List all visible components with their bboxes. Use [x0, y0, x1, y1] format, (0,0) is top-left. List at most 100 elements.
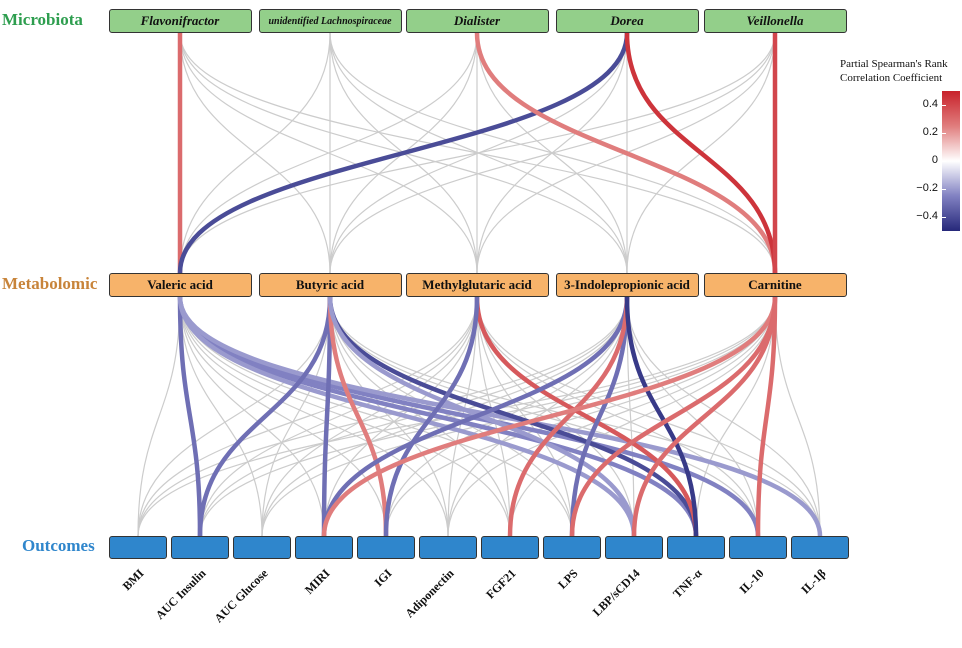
metabolite-node-4: Carnitine — [703, 273, 847, 297]
significant-link-metab-outcome-6 — [321, 296, 333, 537]
outcome-node-9 — [667, 536, 725, 559]
significant-link-metab-outcome-10 — [474, 296, 699, 537]
significant-link-metab-outcome-12 — [321, 296, 630, 537]
metabolite-node-0: Valeric acid — [108, 273, 252, 297]
neutral-link-metab-outcome — [179, 296, 511, 537]
microbiota-node-1-label: unidentified Lachnospiraceae — [268, 15, 392, 27]
significant-link-metab-outcome-18 — [631, 296, 778, 537]
legend-colorbar — [942, 91, 960, 231]
metabolite-node-2: Methylglutaric acid — [405, 273, 549, 297]
outcome-node-5 — [419, 536, 477, 559]
neutral-link-metab-outcome — [476, 296, 759, 537]
microbiota-node-2: Dialister — [405, 9, 549, 33]
significant-link-metab-outcome-17 — [569, 296, 778, 537]
neutral-link-metab-outcome — [626, 296, 759, 537]
significant-link-metab-outcome-7 — [327, 296, 389, 537]
outcome-node-2 — [233, 536, 291, 559]
legend-tick-mark-3 — [942, 189, 946, 190]
outcome-node-7 — [543, 536, 601, 559]
microbiota-node-4-label: Veillonella — [746, 13, 804, 28]
outcome-node-3 — [295, 536, 353, 559]
tier-label-outcomes: Outcomes — [22, 536, 95, 555]
neutral-link-metab-outcome — [329, 296, 573, 537]
legend-tick-mark-0 — [942, 105, 946, 106]
neutral-link-micro-metab — [179, 32, 776, 274]
metabolite-node-4-label: Carnitine — [748, 277, 802, 292]
neutral-link-metab-outcome — [774, 296, 821, 537]
neutral-link-metab-outcome — [329, 296, 511, 537]
neutral-link-metab-outcome — [447, 296, 776, 537]
significant-link-metab-outcome-19 — [755, 296, 778, 537]
microbiota-node-4: Veillonella — [703, 9, 847, 33]
outcome-node-10 — [729, 536, 787, 559]
significant-link-metab-outcome-16 — [321, 296, 778, 537]
microbiota-node-2-label: Dialister — [453, 13, 501, 28]
neutral-link-metab-outcome — [137, 296, 776, 537]
neutral-link-metab-outcome — [509, 296, 776, 537]
neutral-link-metab-outcome — [329, 296, 449, 537]
network-diagram: Microbiota Metabolomic Outcomes Partial … — [2, 9, 960, 625]
neutral-link-metab-outcome — [476, 296, 821, 537]
tier-label-metabolomic: Metabolomic — [2, 274, 98, 293]
legend-tick-4: −0.4 — [916, 210, 938, 222]
metabolite-node-2-label: Methylglutaric acid — [422, 277, 532, 292]
neutral-link-metab-outcome — [695, 296, 776, 537]
neutral-link-metab-outcome — [261, 296, 478, 537]
significant-link-metab-outcome-11 — [383, 296, 480, 537]
neutral-link-micro-metab — [179, 32, 478, 274]
significant-link-metab-outcome-5 — [197, 296, 333, 537]
metabolite-node-1-label: Butyric acid — [295, 277, 365, 292]
significant-link-metab-outcome-4 — [177, 296, 637, 537]
neutral-link-metab-outcome — [626, 296, 635, 537]
legend-tick-mark-2 — [942, 161, 946, 162]
microbiota-node-1: unidentified Lachnospiraceae — [258, 9, 402, 33]
neutral-link-metab-outcome — [329, 296, 821, 537]
metabolite-node-0-label: Valeric acid — [147, 277, 213, 292]
microbiota-node-0: Flavonifractor — [108, 9, 252, 33]
neutral-link-micro-metab — [329, 32, 776, 274]
legend-tick-3: −0.2 — [916, 182, 938, 194]
neutral-link-metab-outcome — [179, 296, 449, 537]
outcome-node-0 — [109, 536, 167, 559]
tier-label-microbiota: Microbiota — [2, 10, 83, 29]
outcome-node-4 — [357, 536, 415, 559]
legend-tick-2: 0 — [931, 154, 938, 166]
outcome-node-8 — [605, 536, 663, 559]
significant-link-metab-outcome-3 — [177, 296, 823, 537]
legend-title: Partial Spearman's Rank Correlation Coef… — [840, 57, 948, 85]
neutral-link-metab-outcome — [137, 296, 478, 537]
legend-title-line1: Partial Spearman's Rank — [840, 58, 948, 70]
neutral-link-metab-outcome — [137, 296, 628, 537]
legend-tick-1: 0.2 — [922, 126, 938, 138]
significant-link-metab-outcome-0 — [177, 296, 203, 537]
neutral-link-metab-outcome — [179, 296, 387, 537]
significant-link-metab-outcome-9 — [327, 296, 637, 537]
neutral-link-micro-metab — [179, 32, 331, 274]
legend-tick-mark-1 — [942, 133, 946, 134]
neutral-link-metab-outcome — [447, 296, 628, 537]
significant-link-metab-outcome-15 — [624, 296, 699, 537]
legend-tick-0: 0.4 — [922, 98, 938, 110]
significant-link-micro-metab-1 — [177, 32, 630, 274]
neutral-link-metab-outcome — [179, 296, 263, 537]
neutral-link-metab-outcome — [137, 296, 181, 537]
outcome-node-6 — [481, 536, 539, 559]
legend-tick-mark-4 — [942, 217, 946, 218]
neutral-link-metab-outcome — [199, 296, 478, 537]
microbiota-node-0-label: Flavonifractor — [140, 13, 220, 28]
metabolite-node-3: 3-Indolepropionic acid — [555, 273, 699, 297]
links-layer — [137, 32, 823, 537]
neutral-link-metab-outcome — [179, 296, 325, 537]
outcome-node-1 — [171, 536, 229, 559]
legend-title-line2: Correlation Coefficient — [840, 72, 943, 84]
significant-link-metab-outcome-13 — [569, 296, 630, 537]
significant-link-micro-metab-2 — [474, 32, 778, 274]
neutral-link-metab-outcome — [137, 296, 331, 537]
neutral-link-metab-outcome — [476, 296, 573, 537]
outcome-node-11 — [791, 536, 849, 559]
significant-link-micro-metab-3 — [624, 32, 778, 274]
significant-link-metab-outcome-8 — [327, 296, 699, 537]
microbiota-node-3: Dorea — [555, 9, 699, 33]
metabolite-node-1: Butyric acid — [258, 273, 402, 297]
metabolite-node-3-label: 3-Indolepropionic acid — [564, 277, 690, 292]
